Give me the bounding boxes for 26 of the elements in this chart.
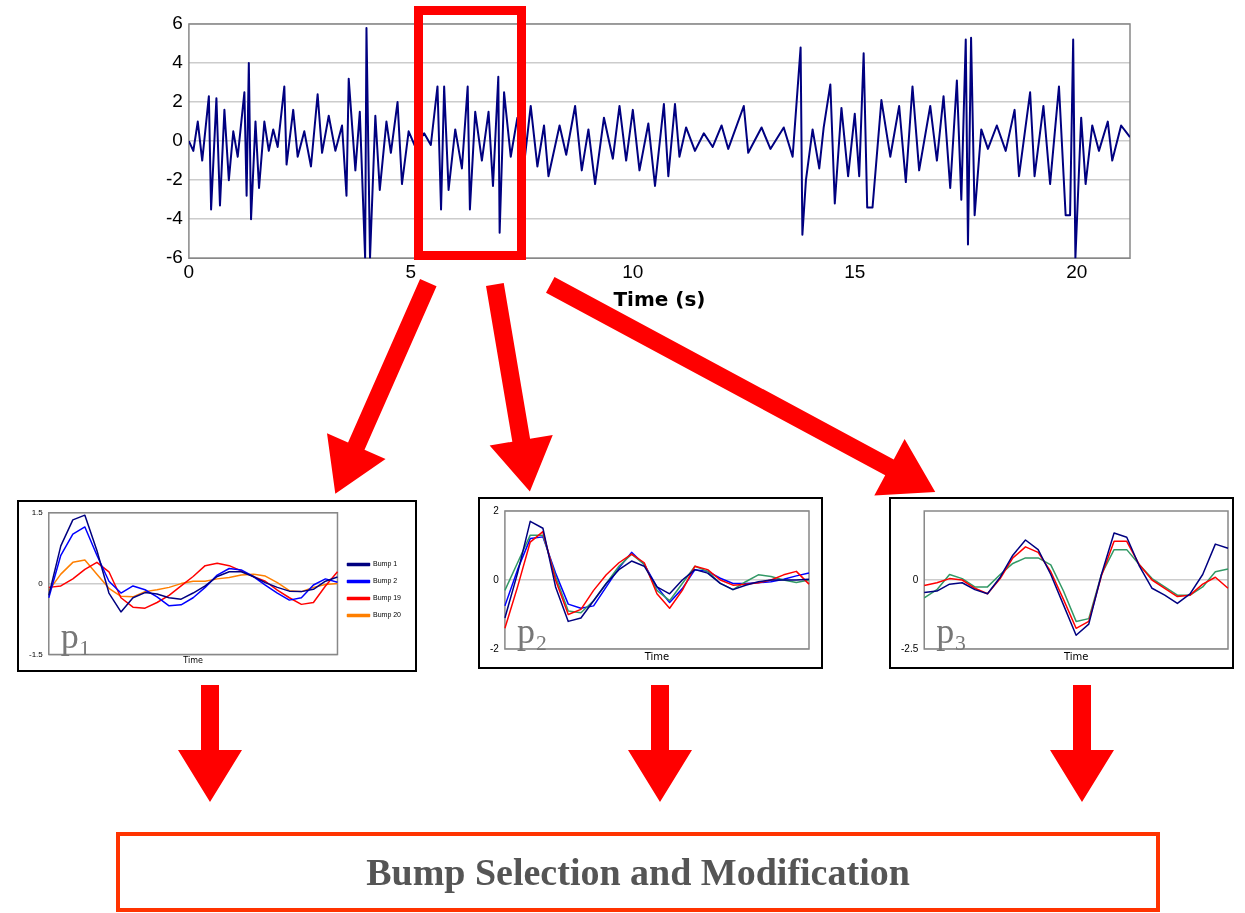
x-tick-label: 10 (622, 260, 644, 282)
y-tick-label: -6 (165, 246, 183, 268)
text: Bump Selection and Modification (366, 850, 910, 894)
x-axis-title: Time (1062, 650, 1089, 662)
y-tick-label: 0 (38, 578, 44, 588)
annotation: p₃ (936, 611, 967, 651)
y-tick-label: 1.5 (31, 508, 44, 517)
y-tick-label: -2 (489, 642, 500, 654)
y-tick-label: -4 (165, 207, 184, 229)
y-tick-label: 0 (172, 129, 183, 151)
y-tick-label: 0 (493, 573, 500, 585)
y-tick-label: 6 (172, 12, 183, 34)
y-tick-label: -2.5 (901, 642, 919, 654)
y-tick-label: 4 (172, 51, 184, 73)
annotation: p₁ (60, 616, 92, 657)
y-tick-label: 2 (172, 90, 183, 112)
x-tick-label: 5 (405, 260, 417, 282)
x-axis-title: Time (s) (613, 287, 706, 312)
x-tick-label: 15 (844, 260, 866, 282)
y-tick-label: -2 (165, 168, 183, 190)
x-tick-label: 20 (1066, 260, 1088, 282)
y-tick-label: -1.5 (28, 649, 44, 659)
x-axis-title: Time (643, 650, 670, 662)
x-axis-title: Time (182, 656, 203, 666)
y-tick-label: 2 (493, 504, 500, 516)
annotation: p₂ (516, 611, 548, 651)
